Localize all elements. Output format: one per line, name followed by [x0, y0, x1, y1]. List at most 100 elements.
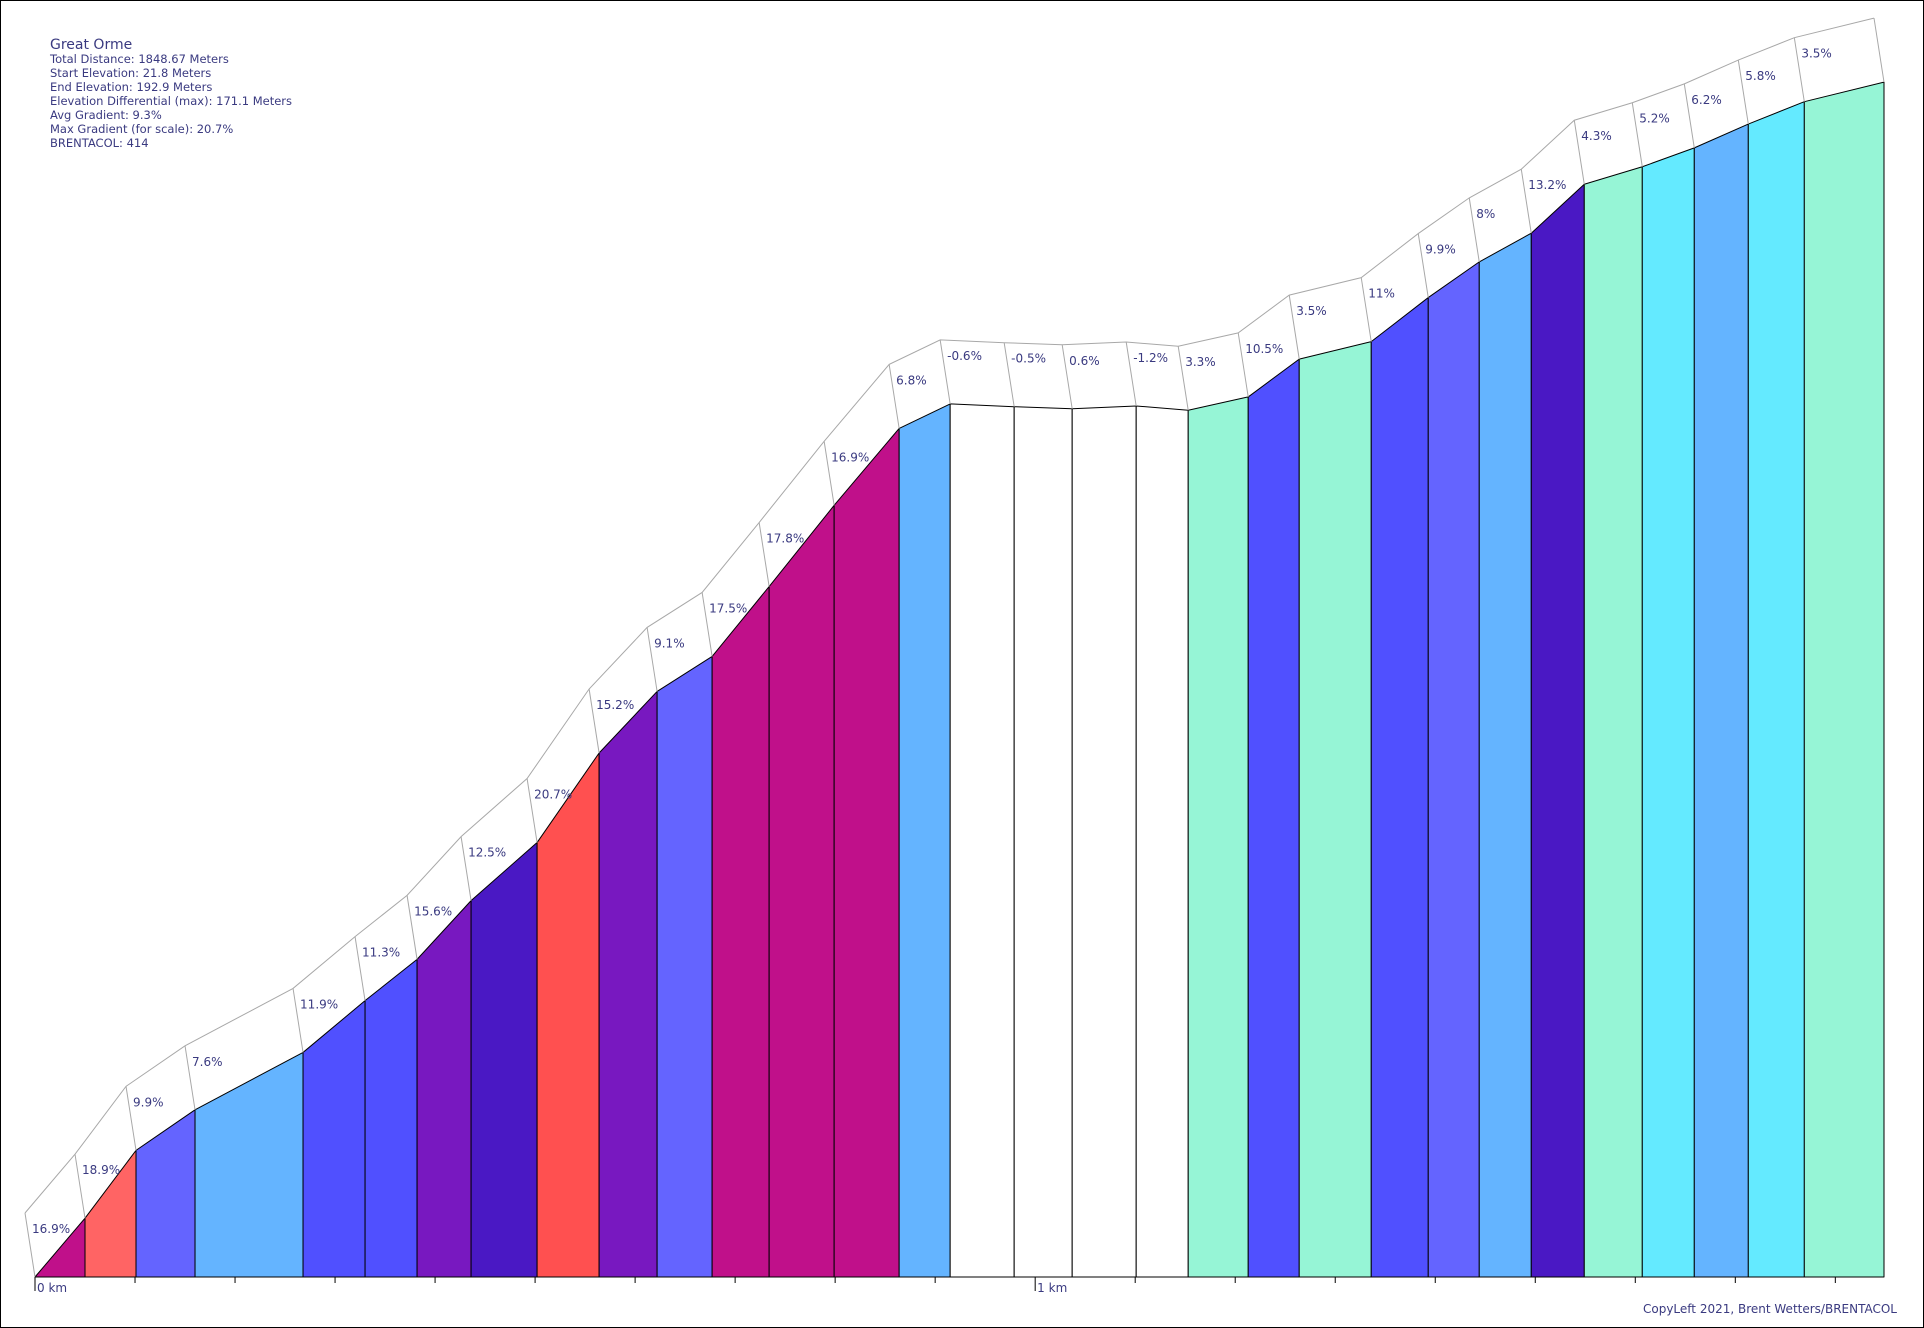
segment-band	[1247, 358, 1300, 1278]
gradient-label: 16.9%	[831, 450, 869, 464]
segment-band	[768, 504, 835, 1278]
gradient-label: 5.2%	[1639, 112, 1670, 126]
label-rail-line	[24, 17, 1875, 1214]
segment-band	[1478, 232, 1532, 1278]
gradient-label-rail	[24, 17, 1885, 1278]
gradient-label: 15.6%	[414, 904, 452, 918]
segment-band	[833, 427, 900, 1278]
stat-max-gradient: Max Gradient (for scale): 20.7%	[50, 122, 233, 136]
label-rail-tick	[1520, 169, 1532, 234]
segment-band	[1187, 396, 1249, 1278]
segment-band	[1370, 297, 1429, 1278]
segment-band	[1530, 183, 1585, 1278]
gradient-label: 13.2%	[1528, 178, 1566, 192]
label-rail-tick	[1631, 102, 1643, 167]
segment-band	[711, 586, 770, 1278]
segment-band	[1427, 261, 1480, 1278]
info-block: Great Orme Total Distance: 1848.67 Meter…	[49, 37, 292, 150]
label-rail-tick	[74, 1154, 86, 1219]
gradient-labels: 16.9% 18.9% 9.9% 7.6% 11.9% 11.3% 15.6% 12.5% 20…	[32, 47, 1832, 1236]
segment-band	[598, 690, 658, 1278]
gradient-label: 20.7%	[534, 788, 572, 802]
segment-band	[1071, 405, 1137, 1278]
stat-start-elevation: Start Elevation: 21.8 Meters	[50, 66, 211, 80]
stat-brentacol: BRENTACOL: 414	[50, 136, 149, 150]
gradient-label: 4.3%	[1581, 129, 1612, 143]
label-rail-tick	[1177, 346, 1189, 411]
label-rail-tick	[184, 1045, 196, 1110]
segment-band	[1803, 81, 1885, 1278]
label-rail-tick	[1793, 37, 1805, 102]
label-rail-tick	[406, 895, 418, 960]
label-rail-tick	[1061, 344, 1073, 409]
gradient-label: 11%	[1368, 287, 1395, 301]
gradient-label: 6.2%	[1691, 93, 1722, 107]
label-rail-tick	[823, 441, 835, 506]
label-rail-tick	[1417, 233, 1429, 298]
gradient-label: 9.1%	[654, 636, 685, 650]
segment-band	[364, 958, 418, 1278]
gradient-label: 3.5%	[1801, 47, 1832, 61]
segment-band	[1693, 123, 1749, 1278]
gradient-label: 0.6%	[1069, 354, 1100, 368]
label-rail-tick	[1683, 83, 1695, 148]
gradient-label: 8%	[1476, 207, 1495, 221]
chart-title: Great Orme	[50, 37, 132, 53]
label-rail-tick	[1573, 120, 1585, 185]
x-tick-label: 0 km	[37, 1281, 67, 1295]
stat-elevation-differential: Elevation Differential (max): 171.1 Mete…	[50, 94, 292, 108]
gradient-label: 3.3%	[1185, 355, 1216, 369]
segment-band	[536, 752, 600, 1278]
segment-band	[1747, 101, 1805, 1278]
label-rail-tick	[1237, 332, 1249, 397]
label-rail-tick	[1125, 341, 1137, 407]
label-rail-tick	[354, 936, 366, 1001]
gradient-label: 6.8%	[896, 373, 927, 387]
gradient-label: 11.9%	[300, 997, 338, 1011]
gradient-label: 18.9%	[82, 1163, 120, 1177]
label-rail-tick	[888, 364, 900, 429]
segment-band	[656, 655, 713, 1278]
gradient-label: 15.2%	[596, 698, 634, 712]
label-rail-tick	[1737, 59, 1749, 125]
segment-band	[1135, 405, 1189, 1278]
segment-band	[416, 900, 472, 1278]
label-rail-tick	[646, 627, 658, 692]
stat-end-elevation: End Elevation: 192.9 Meters	[50, 80, 212, 94]
label-rail-tick	[460, 836, 472, 901]
gradient-label: 10.5%	[1245, 342, 1283, 356]
stat-total-distance: Total Distance: 1848.67 Meters	[49, 52, 229, 66]
gradient-label: -0.5%	[1011, 352, 1046, 366]
gradient-label: 3.5%	[1296, 304, 1327, 318]
label-rail-tick	[1468, 197, 1480, 262]
gradient-label: 17.8%	[766, 532, 804, 546]
label-rail-tick	[701, 592, 713, 657]
label-rail-tick	[1873, 18, 1885, 83]
label-rail-tick	[588, 688, 600, 754]
gradient-label: -0.6%	[947, 349, 982, 363]
copyright-footer: CopyLeft 2021, Brent Wetters/BRENTACOL	[1643, 1302, 1897, 1316]
stat-avg-gradient: Avg Gradient: 9.3%	[50, 108, 162, 122]
segment-band	[949, 403, 1015, 1278]
x-axis: 0 km 1 km	[34, 1276, 1884, 1295]
gradient-label: 16.9%	[32, 1222, 70, 1236]
segment-band	[1641, 147, 1695, 1278]
gradient-label: 12.5%	[468, 846, 506, 860]
label-rail-tick	[1288, 295, 1300, 360]
segment-band	[1583, 166, 1643, 1278]
x-tick-label: 1 km	[1037, 1281, 1067, 1295]
gradient-label: 7.6%	[192, 1055, 223, 1069]
gradient-label: 9.9%	[133, 1095, 164, 1109]
label-rail-tick	[939, 339, 951, 404]
label-rail-tick	[1003, 342, 1015, 407]
label-rail-tick	[526, 778, 538, 843]
gradient-label: 5.8%	[1745, 69, 1776, 83]
label-rail-tick	[125, 1086, 137, 1151]
label-rail-tick	[292, 988, 304, 1053]
label-rail-tick	[1360, 277, 1372, 342]
segment-band	[898, 403, 951, 1278]
segment-band	[1013, 406, 1073, 1278]
label-rail-tick	[758, 522, 770, 587]
gradient-label: 17.5%	[709, 601, 747, 615]
